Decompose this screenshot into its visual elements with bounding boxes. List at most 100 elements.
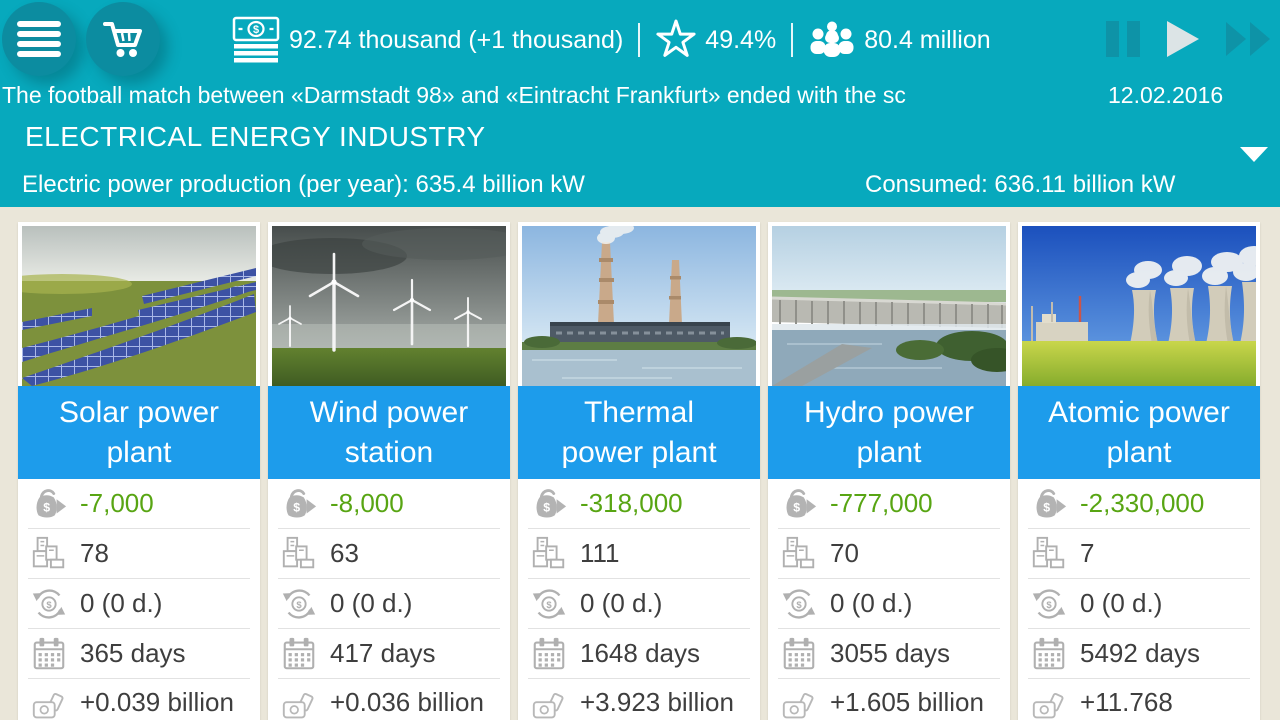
upkeep-value: -318,000 bbox=[580, 488, 683, 518]
hamburger-icon bbox=[17, 21, 61, 57]
game-date: 12.02.2016 bbox=[1108, 82, 1224, 108]
card-thermal-power-plant[interactable]: Thermal power plant $ -318,000 bbox=[518, 222, 760, 720]
consumed-value: Consumed: 636.11 billion kW bbox=[865, 171, 1176, 198]
money-value: 92.74 thousand (+1 thousand) bbox=[289, 25, 624, 54]
buildings-icon bbox=[782, 536, 815, 568]
banknotes-icon bbox=[1032, 692, 1064, 719]
age-row: 1648 days bbox=[528, 629, 750, 679]
credit-value: 0 (0 d.) bbox=[580, 588, 663, 618]
atomic-power-plant-image bbox=[1022, 226, 1256, 386]
price-arrow-icon: $ bbox=[1036, 488, 1067, 518]
thermal-power-plant-image bbox=[522, 226, 756, 386]
upkeep-row: $ -8,000 bbox=[278, 479, 500, 529]
upkeep-row: $ -7,000 bbox=[28, 479, 250, 529]
banknotes-icon bbox=[782, 692, 814, 719]
svg-text:$: $ bbox=[543, 500, 550, 514]
fast-forward-button[interactable] bbox=[1226, 22, 1272, 56]
section-title: ELECTRICAL ENERGY INDUSTRY bbox=[25, 121, 486, 152]
age-row: 365 days bbox=[28, 629, 250, 679]
calendar-icon bbox=[33, 637, 65, 669]
card-solar-power-plant[interactable]: Solar power plant $ -7,000 bbox=[18, 222, 260, 720]
count-row: 78 bbox=[28, 529, 250, 579]
revenue-row: +1.605 billion bbox=[778, 679, 1000, 720]
population-indicator[interactable]: 80.4 million bbox=[808, 20, 991, 60]
revenue-row: +11.768 bbox=[1028, 679, 1250, 720]
svg-text:$: $ bbox=[43, 500, 50, 514]
credit-value: 0 (0 d.) bbox=[830, 588, 913, 618]
credit-value: 0 (0 d.) bbox=[80, 588, 163, 618]
solar-power-plant-image bbox=[22, 226, 256, 386]
credit-row: $ 0 (0 d.) bbox=[278, 579, 500, 629]
plants-list: Solar power plant $ -7,000 bbox=[0, 207, 1280, 720]
svg-text:$: $ bbox=[1046, 599, 1052, 610]
revenue-value: +3.923 billion bbox=[580, 687, 734, 717]
age-row: 5492 days bbox=[1028, 629, 1250, 679]
money-turnover-icon: $ bbox=[782, 588, 816, 619]
card-title: Wind power station bbox=[268, 386, 510, 479]
card-wind-power-station[interactable]: Wind power station $ -8,000 bbox=[268, 222, 510, 720]
wind-power-station-image bbox=[272, 226, 506, 386]
revenue-value: +0.036 billion bbox=[330, 687, 484, 717]
money-indicator[interactable]: $ 92.74 thousand (+1 thousand) bbox=[231, 15, 623, 65]
status-bar: $ 92.74 thousand (+1 thousand) 49.4% bbox=[231, 0, 991, 80]
svg-text:$: $ bbox=[796, 599, 802, 610]
upkeep-row: $ -777,000 bbox=[778, 479, 1000, 529]
chevron-down-icon[interactable] bbox=[1240, 147, 1268, 162]
card-hydro-power-plant[interactable]: Hydro power plant $ -777,000 bbox=[768, 222, 1010, 720]
credit-value: 0 (0 d.) bbox=[1080, 588, 1163, 618]
fast-forward-icon bbox=[1226, 22, 1270, 56]
banknotes-icon bbox=[32, 692, 64, 719]
upkeep-value: -7,000 bbox=[80, 488, 154, 518]
buildings-icon bbox=[32, 536, 65, 568]
age-row: 417 days bbox=[278, 629, 500, 679]
money-turnover-icon: $ bbox=[282, 588, 316, 619]
age-value: 1648 days bbox=[580, 638, 700, 668]
card-title: Atomic power plant bbox=[1018, 386, 1260, 479]
people-icon bbox=[810, 21, 854, 57]
news-ticker[interactable]: The football match between «Darmstadt 98… bbox=[0, 80, 1280, 114]
revenue-row: +3.923 billion bbox=[528, 679, 750, 720]
count-value: 7 bbox=[1080, 538, 1095, 568]
card-title: Hydro power plant bbox=[768, 386, 1010, 479]
svg-text:$: $ bbox=[296, 599, 302, 610]
revenue-row: +0.036 billion bbox=[278, 679, 500, 720]
shop-button[interactable] bbox=[86, 2, 160, 76]
cart-icon bbox=[103, 22, 142, 57]
menu-button[interactable] bbox=[2, 2, 76, 76]
money-turnover-icon: $ bbox=[32, 588, 66, 619]
age-value: 3055 days bbox=[830, 638, 950, 668]
game-speed-controls bbox=[1106, 20, 1272, 58]
svg-text:$: $ bbox=[293, 500, 300, 514]
pause-icon bbox=[1106, 21, 1140, 57]
card-atomic-power-plant[interactable]: Atomic power plant $ -2,330,000 bbox=[1018, 222, 1260, 720]
price-arrow-icon: $ bbox=[36, 488, 67, 518]
age-value: 417 days bbox=[330, 638, 436, 668]
credit-row: $ 0 (0 d.) bbox=[528, 579, 750, 629]
revenue-value: +0.039 billion bbox=[80, 687, 234, 717]
rating-value: 49.4% bbox=[705, 25, 777, 54]
production-value: Electric power production (per year): 63… bbox=[22, 171, 585, 198]
svg-text:$: $ bbox=[1043, 500, 1050, 514]
buildings-icon bbox=[1032, 536, 1065, 568]
population-value: 80.4 million bbox=[864, 25, 991, 54]
age-value: 5492 days bbox=[1080, 638, 1200, 668]
price-arrow-icon: $ bbox=[786, 488, 817, 518]
plant-cards-row: Solar power plant $ -7,000 bbox=[18, 222, 1260, 720]
rating-indicator[interactable]: 49.4% bbox=[655, 19, 776, 61]
revenue-value: +1.605 billion bbox=[830, 687, 984, 717]
money-turnover-icon: $ bbox=[1032, 588, 1066, 619]
count-value: 70 bbox=[830, 538, 859, 568]
upkeep-row: $ -2,330,000 bbox=[1028, 479, 1250, 529]
pause-button[interactable] bbox=[1106, 21, 1140, 57]
upkeep-value: -2,330,000 bbox=[1080, 488, 1205, 518]
count-value: 78 bbox=[80, 538, 109, 568]
upkeep-value: -8,000 bbox=[330, 488, 404, 518]
play-icon bbox=[1167, 21, 1199, 57]
calendar-icon bbox=[1033, 637, 1065, 669]
card-title: Solar power plant bbox=[18, 386, 260, 479]
credit-row: $ 0 (0 d.) bbox=[778, 579, 1000, 629]
count-row: 63 bbox=[278, 529, 500, 579]
play-button[interactable] bbox=[1166, 20, 1200, 58]
top-header: $ 92.74 thousand (+1 thousand) 49.4% bbox=[0, 0, 1280, 207]
divider bbox=[638, 23, 641, 57]
